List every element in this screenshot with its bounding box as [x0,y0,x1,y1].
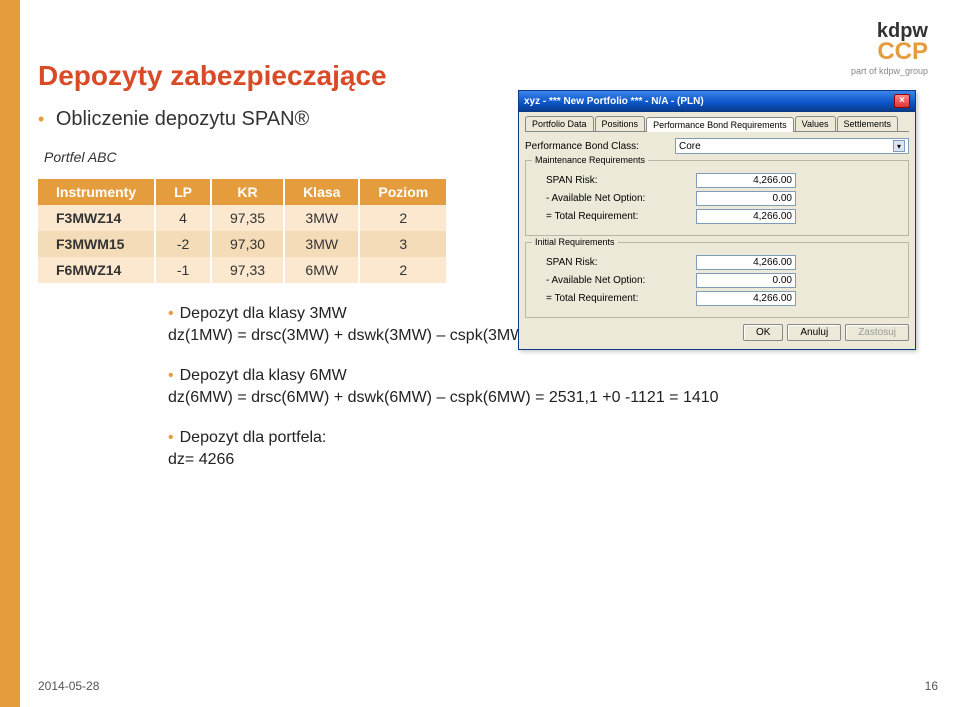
calc-6mw-formula: dz(6MW) = drsc(6MW) + dswk(6MW) – cspk(6… [168,389,960,407]
calc-3mw-head: Depozyt dla klasy 3MW [180,305,347,322]
total-label: = Total Requirement: [546,211,696,222]
ano-value-i: 0.00 [696,273,796,288]
table-cell: 97,30 [211,231,284,257]
bullet-icon: • [168,429,174,446]
dialog-tab[interactable]: Portfolio Data [525,116,594,131]
initial-legend: Initial Requirements [532,237,618,247]
chevron-down-icon: ▾ [893,140,905,152]
table-cell: 6MW [284,257,359,283]
table-cell: 97,33 [211,257,284,283]
calc-port-head: Depozyt dla portfela: [180,429,327,446]
total-label-i: = Total Requirement: [546,293,696,304]
footer-date: 2014-05-28 [38,679,99,693]
ano-value-m: 0.00 [696,191,796,206]
table-cell: F3MWZ14 [38,205,155,231]
span-risk-value-i: 4,266.00 [696,255,796,270]
footer-page: 16 [925,679,938,693]
total-value-m: 4,266.00 [696,209,796,224]
table-header: Instrumenty [38,179,155,205]
dialog-tab[interactable]: Performance Bond Requirements [646,117,794,132]
ano-label: - Available Net Option: [546,193,696,204]
table-cell: -2 [155,231,211,257]
dialog-tab[interactable]: Values [795,116,836,131]
instruments-table: InstrumentyLPKRKlasaPoziom F3MWZ14497,35… [38,179,446,283]
pbc-value: Core [679,141,701,152]
dialog-titlebar[interactable]: xyz - *** New Portfolio *** - N/A - (PLN… [519,91,915,112]
ok-button[interactable]: OK [743,324,783,341]
cancel-button[interactable]: Anuluj [787,324,841,341]
apply-button[interactable]: Zastosuj [845,324,909,341]
table-row: F3MWZ14497,353MW2 [38,205,446,231]
table-cell: 3MW [284,205,359,231]
table-cell: 3MW [284,231,359,257]
table-cell: 2 [359,205,446,231]
dialog-tab[interactable]: Positions [595,116,646,131]
bullet-icon: • [168,305,174,322]
span-risk-label: SPAN Risk: [546,175,696,186]
bullet-icon: • [38,109,44,129]
initial-group: Initial Requirements SPAN Risk: 4,266.00… [525,242,909,318]
table-cell: 2 [359,257,446,283]
calc-6mw-head: Depozyt dla klasy 6MW [180,367,347,384]
table-row: F6MWZ14-197,336MW2 [38,257,446,283]
pbc-label: Performance Bond Class: [525,141,675,152]
table-header: Poziom [359,179,446,205]
table-header: Klasa [284,179,359,205]
dialog-tab[interactable]: Settlements [837,116,899,131]
close-icon[interactable]: × [894,94,910,108]
span-dialog: xyz - *** New Portfolio *** - N/A - (PLN… [518,90,916,350]
table-cell: 3 [359,231,446,257]
pbc-select[interactable]: Core ▾ [675,138,909,154]
table-cell: F3MWM15 [38,231,155,257]
table-cell: -1 [155,257,211,283]
subtitle-text: Obliczenie depozytu SPAN® [56,108,309,130]
span-risk-value-m: 4,266.00 [696,173,796,188]
table-cell: F6MWZ14 [38,257,155,283]
maintenance-group: Maintenance Requirements SPAN Risk: 4,26… [525,160,909,236]
dialog-title: xyz - *** New Portfolio *** - N/A - (PLN… [524,96,704,107]
page-title: Depozyty zabezpieczające [38,60,960,92]
table-header: KR [211,179,284,205]
bullet-icon: • [168,367,174,384]
table-cell: 97,35 [211,205,284,231]
span-risk-label-i: SPAN Risk: [546,257,696,268]
ano-label-i: - Available Net Option: [546,275,696,286]
orange-sidebar [0,0,20,707]
dialog-tabs: Portfolio DataPositionsPerformance Bond … [525,116,909,132]
maintenance-legend: Maintenance Requirements [532,155,648,165]
calc-port-formula: dz= 4266 [168,451,960,469]
table-cell: 4 [155,205,211,231]
total-value-i: 4,266.00 [696,291,796,306]
table-row: F3MWM15-297,303MW3 [38,231,446,257]
table-header: LP [155,179,211,205]
